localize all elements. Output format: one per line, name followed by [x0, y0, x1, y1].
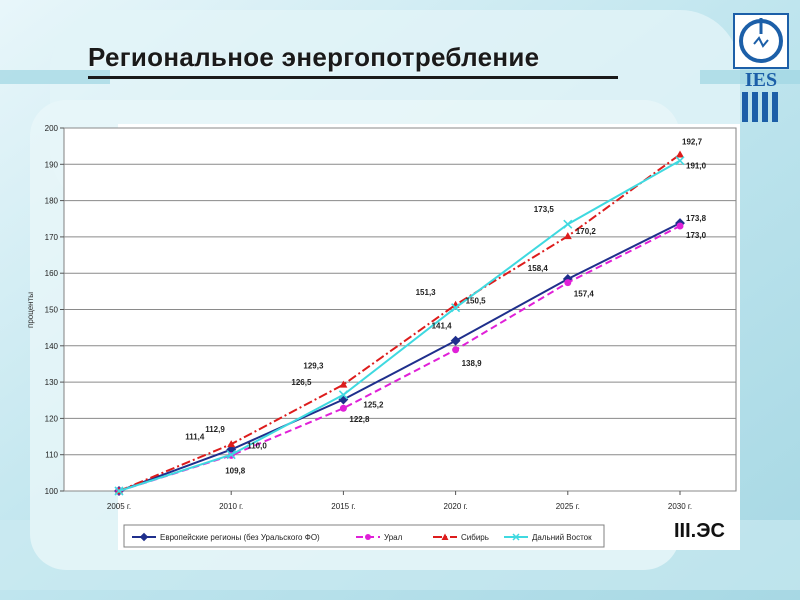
legend-box	[123, 524, 605, 548]
chart-grid	[60, 127, 737, 495]
data-point	[226, 450, 236, 460]
data-label: 141,4	[432, 322, 453, 331]
data-point	[450, 335, 461, 346]
x-tick-label: 2025 г.	[556, 502, 580, 511]
data-point	[675, 156, 685, 166]
data-label: 125,2	[363, 401, 384, 410]
legend-label: Урал	[384, 533, 403, 542]
data-label: 151,3	[416, 288, 437, 297]
data-label: 138,9	[462, 359, 483, 368]
data-point	[563, 232, 572, 240]
x-tick-label: 2030 г.	[668, 502, 692, 511]
series-line	[118, 225, 681, 492]
data-label: 191,0	[686, 162, 707, 171]
y-tick-label: 120	[45, 414, 59, 423]
data-label: 110,0	[247, 442, 267, 451]
logo-text: IES	[745, 69, 777, 91]
series-line	[118, 222, 681, 492]
series-line	[118, 153, 681, 492]
x-tick-label: 2005 г.	[107, 502, 131, 511]
data-point	[452, 346, 460, 354]
data-point	[451, 303, 461, 313]
data-point	[338, 390, 348, 400]
y-tick-label: 110	[45, 451, 58, 460]
data-label: 158,4	[528, 264, 549, 273]
data-point	[563, 219, 573, 229]
data-point	[114, 486, 124, 496]
data-point	[564, 279, 572, 287]
data-label: 129,3	[303, 362, 324, 371]
data-label: 111,4	[185, 433, 205, 442]
data-point	[339, 404, 347, 412]
data-label: 150,5	[466, 297, 487, 306]
data-label: 109,8	[225, 466, 246, 475]
data-label: 173,0	[686, 231, 707, 240]
legend-label: Дальний Восток	[532, 533, 592, 542]
data-label: 170,2	[576, 227, 597, 236]
y-tick-label: 100	[45, 487, 59, 496]
data-label: 126,5	[291, 378, 312, 387]
series-line	[118, 159, 681, 492]
x-tick-label: 2015 г.	[331, 502, 355, 511]
y-tick-label: 170	[45, 233, 59, 242]
x-tick-labels: 2005 г. 2010 г. 2015 г. 2020 г. 2025 г. 2030 …	[107, 502, 692, 511]
title-underline	[88, 76, 618, 79]
y-tick-label: 180	[45, 197, 59, 206]
data-label: 112,9	[205, 425, 225, 434]
data-point	[676, 150, 684, 158]
data-labels: 111,4 125,2 141,4 158,4 173,8 109,8 122,8 138,9…	[185, 137, 706, 475]
legend-marker	[512, 533, 520, 541]
legend-marker	[365, 534, 371, 540]
x-tick-label: 2020 г.	[444, 502, 468, 511]
data-label: 157,4	[574, 290, 595, 299]
slide-title: Региональное энергопотребление	[88, 42, 540, 72]
data-point	[227, 440, 236, 448]
y-tick-label: 160	[45, 269, 59, 278]
chart-series	[114, 150, 685, 496]
section-tag: III.ЭС	[674, 520, 725, 542]
y-tick-label: 200	[45, 124, 59, 133]
legend-marker	[441, 533, 449, 540]
data-point	[339, 380, 348, 388]
data-label: 173,5	[534, 205, 555, 214]
y-tick-labels: 100 110 120 130 140 150 160 170 180 190 200	[45, 124, 59, 496]
y-axis-label: проценты	[26, 292, 35, 328]
data-point	[676, 222, 684, 230]
data-label: 192,7	[682, 137, 703, 146]
series-4	[114, 156, 685, 496]
y-tick-label: 190	[45, 160, 59, 169]
chart-legend: Европейские регионы (без Уральского ФО) У…	[123, 524, 605, 548]
ies-logo: IES	[733, 13, 789, 122]
y-tick-label: 130	[45, 378, 59, 387]
data-label: 122,8	[349, 415, 370, 424]
legend-label: Сибирь	[461, 533, 489, 542]
data-label: 173,8	[686, 214, 707, 223]
y-tick-label: 150	[45, 306, 59, 315]
legend-label: Европейские регионы (без Уральского ФО)	[160, 533, 320, 542]
y-tick-label: 140	[45, 342, 59, 351]
x-tick-label: 2010 г.	[219, 502, 243, 511]
